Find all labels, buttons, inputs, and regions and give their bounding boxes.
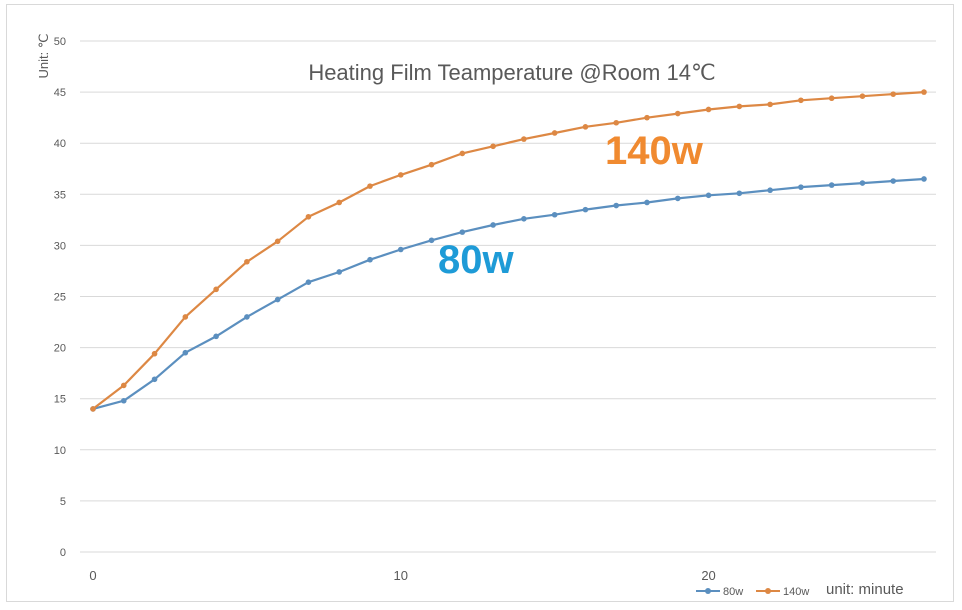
data-point-140w-18	[644, 114, 650, 121]
data-point-140w-12	[459, 150, 466, 157]
data-point-80w-21	[736, 190, 743, 197]
y-axis-label: Unit: ℃	[36, 34, 51, 79]
data-point-80w-6	[274, 296, 281, 303]
data-point-140w-22	[767, 101, 773, 108]
data-point-80w-2	[151, 376, 158, 383]
data-point-140w-26	[890, 91, 897, 97]
data-point-80w-19	[674, 195, 681, 202]
y-tick-label-30: 30	[54, 240, 66, 252]
x-tick-labels: 0 10 20	[89, 568, 715, 583]
y-tick-label-0: 0	[60, 547, 66, 559]
data-point-140w-4	[213, 286, 219, 293]
data-point-140w-23	[798, 97, 804, 104]
data-point-80w-16	[582, 206, 589, 213]
legend-marker-140w	[765, 588, 771, 594]
data-point-80w-25	[859, 180, 866, 186]
data-point-140w-25	[859, 93, 866, 99]
x-tick-label-0: 0	[89, 568, 96, 583]
legend-entry-80w: 80w	[696, 586, 743, 598]
x-axis-label: unit: minute	[826, 581, 904, 598]
y-tick-label-25: 25	[54, 292, 66, 304]
legend-marker-80w	[705, 588, 711, 594]
data-point-140w-24	[828, 95, 835, 102]
data-point-80w-12	[459, 229, 466, 235]
data-point-80w-18	[644, 199, 650, 206]
x-tick-label-20: 20	[701, 568, 715, 583]
series-line-80w	[92, 177, 925, 410]
data-point-80w-14	[521, 216, 527, 222]
data-point-140w-27	[921, 89, 927, 95]
data-point-80w-27	[921, 176, 927, 182]
y-tick-label-5: 5	[60, 496, 66, 508]
data-point-80w-4	[213, 333, 219, 340]
data-point-140w-3	[182, 314, 189, 320]
y-tick-label-20: 20	[54, 343, 66, 355]
data-point-140w-21	[736, 103, 743, 110]
data-point-80w-11	[428, 237, 435, 244]
y-tick-label-35: 35	[54, 189, 66, 201]
y-tick-label-10: 10	[54, 445, 66, 457]
data-point-140w-0	[90, 406, 96, 412]
data-point-80w-13	[490, 222, 496, 228]
data-point-80w-17	[613, 202, 620, 209]
data-point-140w-13	[490, 143, 496, 150]
legend-entry-140w: 140w	[756, 586, 809, 598]
data-point-140w-5	[244, 258, 250, 265]
data-point-80w-7	[305, 279, 312, 285]
series-label-140w: 140w	[605, 129, 704, 173]
data-point-140w-20	[705, 106, 712, 113]
legend-label-140w: 140w	[783, 586, 809, 598]
data-point-140w-7	[305, 213, 312, 220]
legend-label-80w: 80w	[723, 586, 743, 598]
data-point-140w-11	[428, 161, 435, 168]
data-point-140w-14	[521, 136, 527, 142]
data-point-80w-24	[828, 182, 835, 188]
data-point-80w-26	[890, 178, 897, 184]
data-point-140w-9	[367, 183, 373, 189]
chart-title: Heating Film Teamperature @Room 14℃	[308, 60, 715, 85]
data-point-80w-15	[551, 211, 558, 218]
data-point-140w-15	[551, 130, 558, 136]
data-point-140w-10	[397, 172, 404, 178]
data-point-140w-19	[674, 110, 681, 117]
data-point-140w-6	[274, 238, 281, 245]
data-point-80w-20	[705, 192, 712, 199]
series-80w	[90, 176, 927, 412]
data-point-140w-8	[336, 199, 343, 206]
series-140w	[90, 89, 927, 412]
legend: 80w 140w	[696, 586, 809, 598]
data-point-80w-5	[244, 314, 250, 320]
y-tick-labels: 0 5 10 15 20 25 30 35 40 45 50	[54, 36, 66, 559]
data-point-80w-23	[798, 184, 804, 190]
series-line-140w	[92, 91, 925, 410]
data-point-140w-1	[120, 382, 127, 389]
y-tick-label-50: 50	[54, 36, 66, 48]
data-point-80w-1	[120, 397, 127, 404]
series-label-80w: 80w	[438, 238, 514, 282]
data-point-80w-10	[397, 246, 404, 253]
y-tick-label-40: 40	[54, 138, 66, 150]
x-tick-label-10: 10	[394, 568, 408, 583]
data-point-140w-2	[151, 350, 158, 357]
data-point-80w-22	[767, 187, 773, 194]
data-point-80w-3	[182, 349, 189, 356]
chart-frame	[6, 4, 954, 602]
data-point-140w-17	[613, 119, 620, 126]
y-tick-label-45: 45	[54, 87, 66, 99]
y-tick-label-15: 15	[54, 394, 66, 406]
data-point-80w-9	[367, 256, 373, 263]
data-point-80w-8	[336, 269, 343, 275]
data-point-140w-16	[582, 124, 589, 130]
series-group	[90, 89, 927, 412]
